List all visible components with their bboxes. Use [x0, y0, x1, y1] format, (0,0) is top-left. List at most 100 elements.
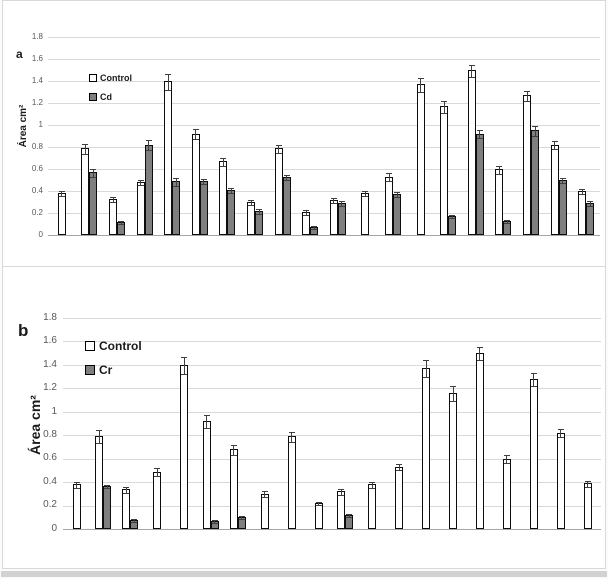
x-axis-baseline	[48, 235, 600, 236]
gridline	[48, 37, 600, 38]
error-bar	[311, 226, 318, 231]
bar-control	[440, 106, 449, 235]
bar-control	[467, 70, 476, 235]
gridline	[48, 103, 600, 104]
error-bar	[579, 189, 586, 195]
y-tick-label: 1.8	[43, 311, 57, 323]
error-bar	[131, 518, 138, 523]
y-tick-label: 1.4	[43, 358, 57, 370]
bar-control	[502, 459, 511, 529]
bar-control	[422, 368, 431, 529]
bar-control	[495, 169, 504, 235]
y-tick-label: 1.2	[43, 382, 57, 394]
error-bar	[396, 464, 403, 472]
bar-control	[385, 177, 393, 235]
bar-control	[72, 484, 81, 529]
error-bar	[192, 129, 199, 141]
error-bar	[58, 191, 65, 198]
error-bar	[551, 141, 558, 151]
error-bar	[468, 64, 475, 78]
error-bar	[346, 513, 353, 518]
legend-label-control: Control	[99, 339, 142, 353]
error-bar	[303, 209, 310, 216]
legend-item-control: Control	[85, 339, 142, 353]
error-bar	[256, 208, 262, 215]
error-bar	[524, 90, 530, 102]
y-tick-label: 0.4	[31, 186, 43, 196]
error-bar	[503, 455, 510, 465]
gridline	[48, 191, 600, 192]
x-axis-baseline	[63, 529, 601, 530]
bar-control	[368, 484, 377, 529]
y-tick-label: 1.8	[31, 32, 43, 42]
bar-control	[523, 95, 531, 235]
error-bar	[165, 73, 172, 91]
error-bar	[386, 173, 392, 183]
y-tick-label: 0.6	[31, 164, 43, 174]
error-bar	[587, 201, 594, 208]
error-bar	[476, 347, 483, 362]
error-bar	[137, 180, 144, 187]
y-tick-label: 1	[38, 120, 43, 130]
gridline	[63, 364, 601, 366]
bottom-border-strip	[1, 571, 607, 577]
bar-cd	[558, 180, 567, 235]
legend-item-control: Control	[89, 73, 132, 83]
y-tick-label: 0	[51, 522, 57, 534]
error-bar	[110, 196, 116, 203]
error-bar	[104, 484, 111, 489]
bar-control	[395, 467, 404, 529]
y-tick-label: 1.2	[31, 98, 43, 108]
error-bar	[123, 486, 130, 494]
bar-control	[475, 353, 484, 529]
error-bar	[181, 356, 188, 375]
y-tick-label: 0.8	[43, 429, 57, 441]
bar-cd	[531, 130, 539, 235]
error-bar	[423, 360, 430, 379]
bar-control	[229, 449, 238, 529]
error-bar	[145, 140, 152, 152]
bar-control	[287, 436, 296, 529]
error-bar	[261, 491, 268, 499]
bar-cd	[475, 134, 484, 235]
legend-swatch-cr	[85, 365, 95, 375]
error-bar	[275, 144, 282, 154]
error-bar	[288, 431, 295, 443]
panel-a-chart: a Área cm² 0 0.2 0.4 0.6 0.8 1 1.2 1.4 1.6 1.8 Co…	[2, 0, 606, 267]
error-bar	[417, 77, 424, 93]
error-bar	[173, 177, 180, 187]
bar-control	[416, 84, 425, 235]
y-tick-label: 0	[38, 230, 43, 240]
gridline	[48, 147, 600, 148]
error-bar	[154, 468, 161, 478]
bar-control	[556, 433, 565, 529]
panel-letter-a: a	[16, 47, 23, 61]
bar-control	[578, 191, 587, 235]
y-tick-label: 0.2	[31, 208, 43, 218]
bar-cd	[282, 177, 291, 235]
panel-letter-b: b	[18, 321, 29, 340]
bar-control	[247, 202, 255, 235]
bar-cd	[586, 203, 595, 235]
error-bar	[530, 373, 537, 387]
error-bar	[338, 489, 345, 496]
error-bar	[476, 130, 483, 140]
error-bar	[90, 168, 97, 178]
bar-control	[81, 148, 90, 235]
bar-control	[314, 503, 323, 529]
y-tick-label: 0.4	[43, 475, 57, 487]
error-bar	[200, 179, 207, 186]
error-bar	[557, 429, 564, 439]
error-bar	[504, 219, 511, 224]
gridline	[48, 59, 600, 60]
bar-control	[202, 421, 211, 529]
gridline	[63, 388, 601, 390]
bar-control	[260, 494, 269, 529]
gridline	[63, 458, 601, 460]
bar-control	[329, 200, 338, 235]
bar-control	[95, 436, 104, 529]
error-bar	[532, 126, 538, 137]
bar-control	[274, 148, 283, 235]
error-bar	[450, 386, 456, 402]
